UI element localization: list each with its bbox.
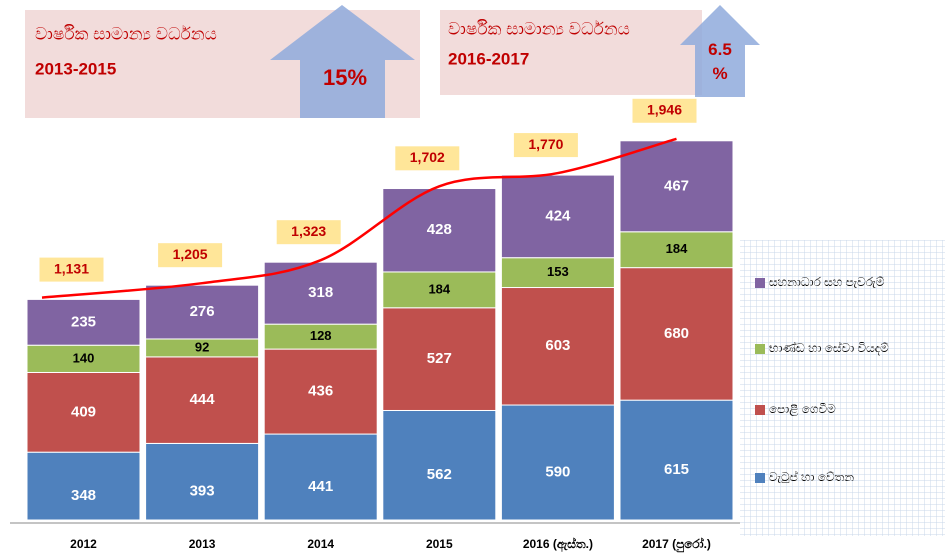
segment-label: 153 [547,264,569,279]
total-line [41,137,677,299]
annotation-growth: 15% [322,65,368,90]
growth-arrow [680,5,760,97]
legend-swatch [755,473,765,483]
annotation-period: 2016-2017 [448,49,529,68]
legend-box [740,240,945,536]
legend-swatch [755,344,765,354]
bar-segment [500,287,615,406]
segment-label: 348 [71,487,96,504]
legend-label: පොළී ගෙවීම [769,402,836,417]
segment-label: 680 [664,325,689,342]
x-tick-label: 2014 [307,537,334,551]
total-label: 1,205 [173,246,208,262]
x-tick-label: 2016 (ඇස්ත.) [523,537,593,552]
total-label-bg [158,243,223,268]
bar-segment [500,404,615,521]
total-label-bg [632,98,697,123]
bar-segment [382,271,497,309]
segment-label: 428 [427,221,452,238]
bar-segment [145,442,260,521]
total-label-bg [39,257,104,282]
x-tick-label: 2017 (පුරෝ.) [642,537,711,553]
total-label: 1,323 [291,223,326,239]
segment-label: 562 [427,466,452,483]
total-label: 1,131 [54,260,89,276]
segment-label: 467 [664,177,689,194]
total-label-bg [395,146,460,171]
growth-arrow [270,5,415,118]
segment-label: 590 [545,463,570,480]
segment-label: 235 [71,313,96,330]
bar-segment [26,451,141,521]
growth-label: 15% [322,65,368,90]
total-label: 1,946 [647,101,682,117]
segment-label: 615 [664,461,689,478]
segment-label: 128 [310,328,332,343]
bar-segment [500,257,615,289]
total-label: 1,770 [528,136,563,152]
legend-swatch [755,278,765,288]
legend-label: භාණ්ඩ හා සේවා වියදම් [769,341,889,355]
bar-segment [26,344,141,373]
segment-label: 276 [190,303,215,320]
bar-segment [619,399,734,521]
bar-segment [619,267,734,401]
segment-label: 441 [308,478,333,495]
segment-label: 424 [545,207,571,224]
segment-label: 603 [545,337,570,354]
bar-segment [382,188,497,273]
bar-segment [26,371,141,453]
annotation-title: වාර්ෂික සාමාන්‍ය වර්ධනය [35,24,217,43]
segment-label: 140 [73,350,95,365]
annotation-box [440,10,702,95]
legend-swatch [755,405,765,415]
segment-label: 436 [308,383,333,400]
x-tick-label: 2012 [70,537,97,551]
annotation-period: 2013-2015 [35,59,116,78]
x-tick-label: 2015 [426,537,453,551]
segment-label: 184 [428,281,450,296]
bar-segment [263,348,378,435]
annotation-growth: 6.5 % [708,40,732,83]
segment-label: 444 [190,391,216,408]
x-tick-label: 2013 [189,537,216,551]
legend-label: වැටුප් හා වේතන [769,470,854,484]
total-label: 1,702 [410,149,445,165]
bar-segment [619,231,734,269]
growth-label: 6.5 % [708,40,732,83]
segment-label: 92 [195,339,209,354]
bar-segment [145,284,260,340]
bar-segment [26,298,141,346]
bar-segment [619,140,734,233]
bar-segment [382,307,497,411]
legend-label: සහනාධාර සහ පැවරුම් [769,275,885,289]
segment-label: 184 [666,241,688,256]
segment-label: 527 [427,350,452,367]
segment-label: 318 [308,284,333,301]
total-label-bg [276,220,341,245]
bar-segment [382,409,497,521]
segment-label: 409 [71,403,96,420]
bar-segment [500,174,615,259]
segment-label: 393 [190,483,215,500]
total-label-bg [513,133,578,158]
annotation-title: වාර්ෂික සාමාන්‍ය වර්ධනය [448,19,630,38]
bar-segment [263,323,378,350]
